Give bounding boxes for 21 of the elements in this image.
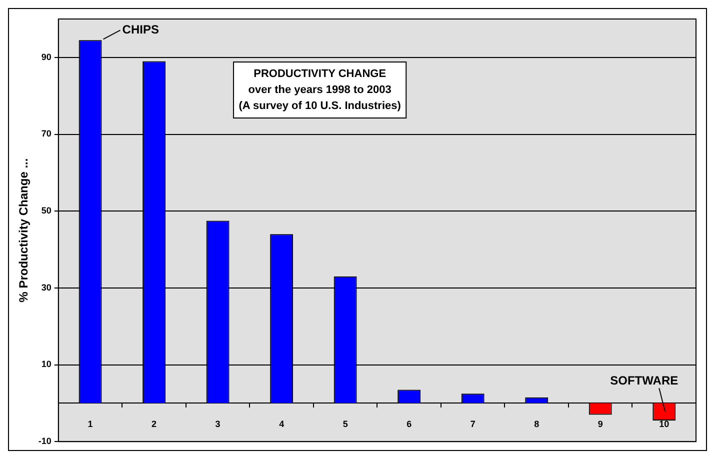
x-tick-label: 5 bbox=[342, 419, 348, 430]
y-axis-title: % Productivity Change ... bbox=[16, 158, 31, 302]
x-tick-label: 6 bbox=[406, 419, 412, 430]
y-tick-label: 30 bbox=[41, 282, 52, 292]
annotation: CHIPS bbox=[122, 22, 159, 36]
x-tick-label: 4 bbox=[279, 419, 284, 430]
x-tick-label: 3 bbox=[215, 419, 220, 430]
x-tick-label: 2 bbox=[152, 419, 157, 430]
x-tick-label: 1 bbox=[88, 419, 93, 430]
x-tick-label: 10 bbox=[659, 419, 670, 430]
y-tick-label: 50 bbox=[41, 206, 52, 216]
annotation: SOFTWARE bbox=[610, 373, 678, 388]
y-tick-label: 90 bbox=[41, 52, 52, 62]
x-tick-label: 9 bbox=[598, 419, 603, 430]
text: over the years 1998 to 2003 (A survey of 10 U.S. Industries) bbox=[238, 84, 402, 112]
x-tick-label: 7 bbox=[470, 419, 476, 430]
text: PRODUCTIVITY CHANGE bbox=[254, 68, 386, 80]
y-tick-label: 70 bbox=[41, 128, 52, 139]
x-tick-label: 8 bbox=[534, 419, 540, 430]
y-tick-label: 10 bbox=[41, 359, 52, 370]
y-tick-label: -10 bbox=[38, 436, 52, 446]
